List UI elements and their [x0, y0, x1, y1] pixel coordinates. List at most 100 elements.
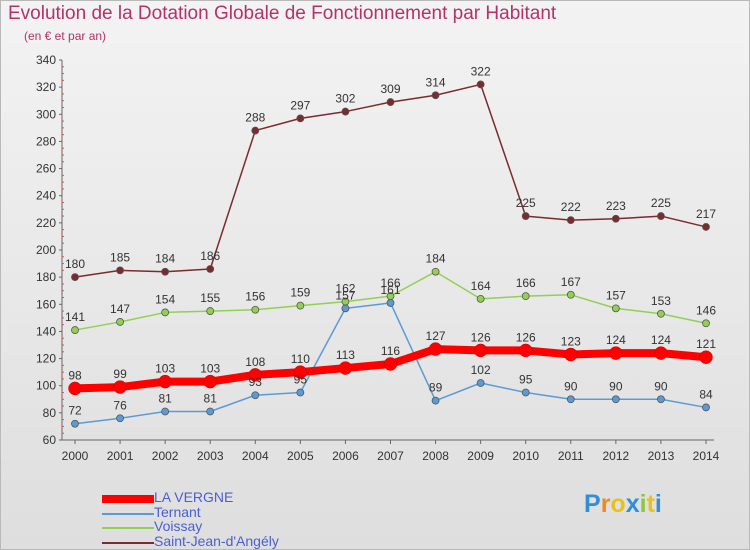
data-point [341, 297, 350, 306]
data-label: 81 [204, 392, 218, 406]
data-point [566, 290, 575, 299]
data-label: 123 [561, 335, 581, 349]
x-tick-label: 2001 [107, 449, 134, 463]
data-label: 161 [380, 283, 400, 297]
data-point [341, 107, 350, 116]
data-label: 184 [426, 252, 446, 266]
data-point [113, 380, 127, 394]
y-tick-label: 320 [36, 80, 56, 94]
data-point [71, 419, 79, 428]
data-label: 167 [561, 275, 581, 289]
y-tick-label: 180 [36, 270, 56, 284]
data-label: 126 [471, 330, 491, 344]
data-label: 113 [336, 348, 355, 362]
x-tick-label: 2000 [62, 449, 89, 463]
legend-swatch [102, 527, 154, 529]
data-label: 223 [606, 199, 626, 213]
data-point [699, 350, 713, 364]
data-point [476, 80, 485, 89]
data-point [116, 318, 124, 326]
data-point [609, 346, 623, 360]
data-label: 116 [381, 344, 400, 358]
y-tick-label: 200 [36, 243, 56, 257]
data-label: 154 [155, 292, 175, 306]
data-label: 72 [68, 404, 82, 418]
data-point [296, 388, 305, 397]
data-point [521, 212, 530, 220]
x-tick-label: 2004 [242, 449, 269, 463]
data-point [161, 308, 170, 317]
data-point [657, 395, 665, 404]
data-point [293, 365, 308, 379]
logo-letter: x [625, 490, 640, 518]
data-label: 225 [516, 196, 536, 210]
data-point [116, 414, 124, 423]
x-tick-label: 2003 [197, 449, 224, 463]
chart-subtitle: (en € et par an) [24, 29, 107, 43]
data-point [206, 407, 215, 416]
legend-swatch [102, 542, 154, 544]
chart-axes: 60 80 100 120 140 160 180 200 220 240 260 280 300 320… [36, 53, 720, 463]
data-point [566, 216, 575, 225]
legend-swatch [102, 513, 154, 515]
data-label: 90 [654, 379, 668, 393]
x-tick-label: 2013 [648, 449, 675, 463]
data-point [431, 267, 440, 276]
data-point [68, 381, 82, 396]
data-label: 124 [606, 333, 626, 347]
legend-swatch [102, 495, 154, 503]
data-label: 146 [696, 303, 716, 317]
data-label: 95 [519, 373, 533, 387]
x-tick-label: 2009 [467, 449, 494, 463]
data-point [248, 368, 263, 382]
chart-title: Evolution de la Dotation Globale de Fonc… [8, 3, 557, 24]
data-label: 222 [561, 200, 581, 214]
data-label: 98 [68, 368, 82, 382]
y-tick-label: 160 [36, 297, 56, 311]
data-point [657, 309, 665, 318]
logo-letter: i [654, 490, 662, 518]
data-point [386, 299, 395, 307]
series-layer [68, 80, 713, 428]
y-tick-label: 220 [36, 216, 56, 230]
data-label: 76 [113, 398, 127, 412]
data-label: 180 [65, 257, 85, 271]
data-label: 95 [294, 373, 308, 387]
data-point [338, 361, 353, 375]
data-point [611, 395, 620, 404]
data-point [383, 357, 398, 371]
data-label: 164 [471, 279, 491, 293]
legend-label: Voissay [154, 518, 203, 534]
y-tick-label: 300 [36, 107, 56, 121]
data-label: 124 [651, 333, 671, 347]
data-point [611, 214, 620, 223]
logo-letter: i [639, 490, 647, 518]
legend-label: Ternant [154, 504, 201, 520]
data-label: 90 [609, 379, 623, 393]
logo-letter: t [646, 490, 655, 518]
data-point [654, 346, 668, 360]
legend-label: LA VERGNE [154, 489, 234, 505]
data-label: 108 [245, 355, 265, 369]
data-point [161, 407, 170, 416]
data-label: 156 [245, 290, 265, 304]
data-point [386, 292, 395, 301]
data-label: 155 [200, 291, 220, 305]
data-label: 217 [696, 207, 716, 221]
logo-letter: o [610, 490, 626, 518]
data-label: 185 [110, 250, 130, 264]
y-tick-label: 260 [36, 162, 56, 176]
data-point [386, 98, 395, 106]
data-point [431, 396, 440, 405]
data-point [203, 374, 217, 389]
data-label: 302 [335, 92, 355, 106]
x-tick-label: 2008 [422, 449, 449, 463]
data-label: 166 [516, 276, 536, 290]
data-point [431, 91, 440, 100]
y-tick-label: 280 [36, 134, 56, 148]
data-point [521, 388, 530, 397]
data-point [564, 347, 578, 362]
data-point [476, 379, 485, 387]
proxiti-logo: Proxiti [584, 490, 662, 519]
data-point [476, 294, 485, 303]
